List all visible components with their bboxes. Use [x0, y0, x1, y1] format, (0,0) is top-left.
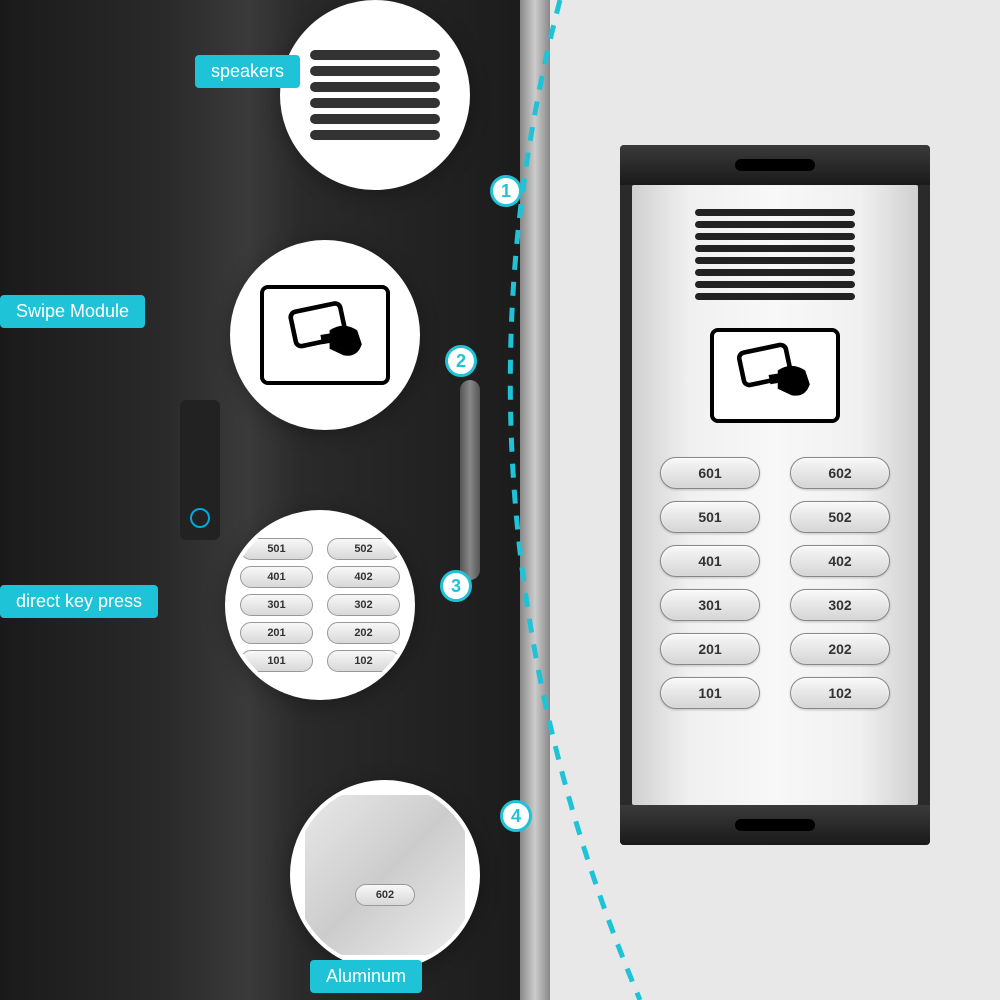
intercom-device: 601 602 501 502 401 402 301 302 201 202 … [620, 145, 930, 845]
device-swipe-panel [710, 328, 840, 423]
call-button-502[interactable]: 502 [790, 501, 890, 533]
keypad-mini: 501 502 401 402 301 302 201 202 101 102 [240, 538, 400, 672]
call-button-102[interactable]: 102 [790, 677, 890, 709]
callout-swipe-module [230, 240, 420, 430]
mini-key: 301 [240, 594, 313, 616]
label-aluminum: Aluminum [310, 960, 422, 993]
door-lock-panel [180, 400, 220, 540]
call-button-202[interactable]: 202 [790, 633, 890, 665]
callout-aluminum: 602 [290, 780, 480, 970]
mini-key: 402 [327, 566, 400, 588]
device-body: 601 602 501 502 401 402 301 302 201 202 … [632, 185, 918, 805]
callout-direct-key-press: 501 502 401 402 301 302 201 202 101 102 [225, 510, 415, 700]
call-button-602[interactable]: 602 [790, 457, 890, 489]
call-button-501[interactable]: 501 [660, 501, 760, 533]
call-button-302[interactable]: 302 [790, 589, 890, 621]
call-button-301[interactable]: 301 [660, 589, 760, 621]
aluminum-key: 602 [355, 884, 415, 906]
callout-speakers [280, 0, 470, 190]
label-direct-key-press: direct key press [0, 585, 158, 618]
mini-key: 202 [327, 622, 400, 644]
speaker-grille-icon [305, 45, 445, 145]
marker-1: 1 [490, 175, 522, 207]
device-speaker-grille [695, 209, 855, 300]
mini-key: 502 [327, 538, 400, 560]
marker-2: 2 [445, 345, 477, 377]
swipe-card-icon [260, 285, 390, 385]
call-button-201[interactable]: 201 [660, 633, 760, 665]
door-edge [520, 0, 550, 1000]
door-handle [460, 380, 480, 580]
call-button-101[interactable]: 101 [660, 677, 760, 709]
mini-key: 101 [240, 650, 313, 672]
device-cap-bottom [620, 805, 930, 845]
aluminum-detail: 602 [305, 795, 465, 955]
mini-key: 401 [240, 566, 313, 588]
mini-key: 501 [240, 538, 313, 560]
label-speakers: speakers [195, 55, 300, 88]
device-keypad: 601 602 501 502 401 402 301 302 201 202 … [660, 457, 890, 709]
mini-key: 302 [327, 594, 400, 616]
mini-key: 201 [240, 622, 313, 644]
label-swipe-module: Swipe Module [0, 295, 145, 328]
call-button-402[interactable]: 402 [790, 545, 890, 577]
marker-3: 3 [440, 570, 472, 602]
call-button-401[interactable]: 401 [660, 545, 760, 577]
marker-4: 4 [500, 800, 532, 832]
call-button-601[interactable]: 601 [660, 457, 760, 489]
device-cap-top [620, 145, 930, 185]
mini-key: 102 [327, 650, 400, 672]
